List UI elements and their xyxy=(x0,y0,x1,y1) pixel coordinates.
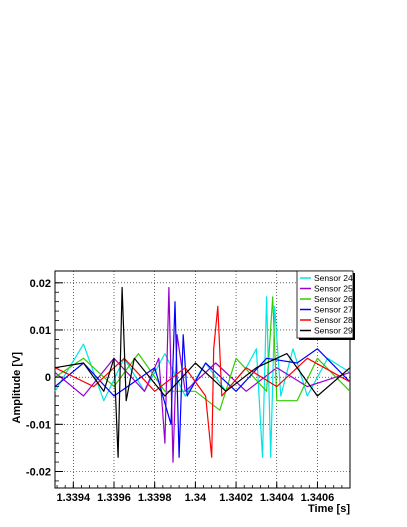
x-axis-title: Time [s] xyxy=(308,503,350,515)
series-line xyxy=(54,301,351,458)
legend-label: Sensor 29 xyxy=(314,326,353,336)
legend-label: Sensor 24 xyxy=(314,273,353,283)
y-tick-label: -0.02 xyxy=(26,466,51,478)
x-tick-label: 1.3396 xyxy=(97,492,131,504)
y-tick-label: 0.01 xyxy=(30,325,51,337)
y-axis-title: Amplitude [V] xyxy=(11,352,23,424)
x-tick-label: 1.3394 xyxy=(56,492,91,504)
grid xyxy=(55,271,350,488)
legend-label: Sensor 28 xyxy=(314,315,353,325)
series-line xyxy=(54,286,351,458)
x-tick-label: 1.3406 xyxy=(301,492,335,504)
legend-label: Sensor 26 xyxy=(314,294,353,304)
tick-layer: 1.3394 1.3396 1.3398 1.34 1.3402 1.3404 1.3406… xyxy=(26,278,343,504)
series-line xyxy=(54,296,351,458)
series-line xyxy=(54,305,351,458)
y-tick-label: 0.02 xyxy=(30,278,51,290)
y-tick-label: 0 xyxy=(45,372,51,384)
x-tick-label: 1.3402 xyxy=(219,492,253,504)
series-layer xyxy=(54,286,351,463)
y-tick-label: -0.01 xyxy=(26,419,51,431)
legend-label: Sensor 25 xyxy=(314,284,353,294)
legend-label: Sensor 27 xyxy=(314,305,353,315)
x-tick-label: 1.3404 xyxy=(260,492,295,504)
plot-frame xyxy=(54,270,351,489)
x-tick-label: 1.34 xyxy=(185,492,207,504)
series-line xyxy=(54,286,351,463)
x-tick-label: 1.3398 xyxy=(138,492,172,504)
legend-box xyxy=(296,270,354,339)
